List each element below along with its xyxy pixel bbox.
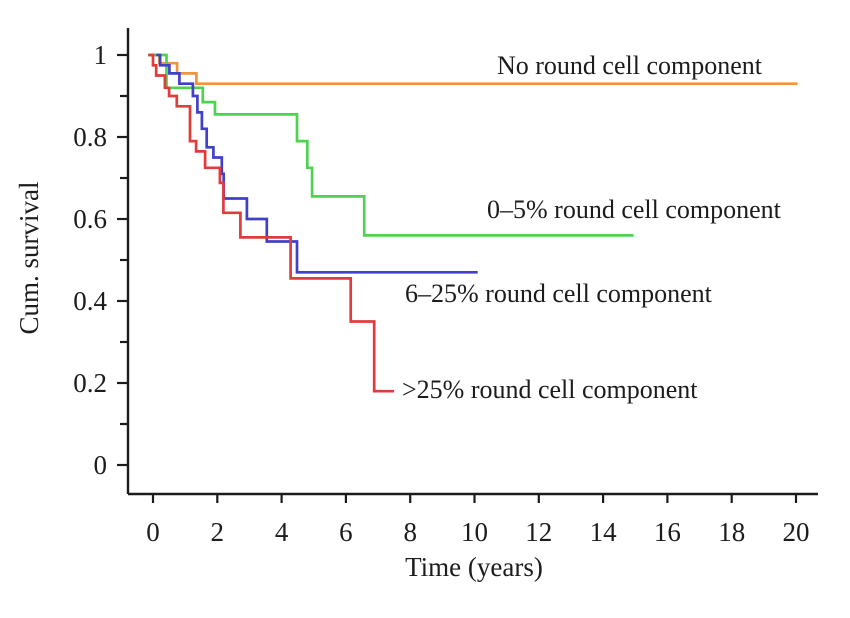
x-tick-label: 18 <box>718 517 745 547</box>
curves-layer <box>148 53 798 393</box>
labels-layer: Time (years) Cum. survival No round cell c… <box>14 51 782 582</box>
x-tick-label: 20 <box>783 517 810 547</box>
y-tick-label: 0.8 <box>73 122 107 152</box>
y-tick-label: 1 <box>94 40 108 70</box>
curve-label-no-round-cell: No round cell component <box>497 51 763 80</box>
x-tick-label: 4 <box>275 517 289 547</box>
curve-label-round-cell-6-25: 6–25% round cell component <box>405 279 713 308</box>
x-tick-label: 10 <box>461 517 488 547</box>
axes-layer <box>126 28 818 496</box>
survival-curve-round-cell-0-5 <box>149 53 634 237</box>
x-tick-label: 16 <box>654 517 681 547</box>
x-tick-label: 8 <box>403 517 417 547</box>
survival-curve-round-cell-6-25 <box>156 53 478 274</box>
x-tick-label: 14 <box>590 517 618 547</box>
y-axis-title: Cum. survival <box>14 182 44 335</box>
curve-label-round-cell-gt25: >25% round cell component <box>402 375 698 404</box>
curve-label-round-cell-0-5: 0–5% round cell component <box>487 195 782 224</box>
y-tick-label: 0.2 <box>73 368 107 398</box>
y-tick-label: 0 <box>94 450 108 480</box>
x-tick-label: 6 <box>339 517 353 547</box>
x-tick-label: 0 <box>146 517 160 547</box>
y-tick-label: 0.6 <box>73 204 107 234</box>
survival-curve-round-cell-gt25 <box>148 53 395 393</box>
y-tick-label: 0.4 <box>73 286 107 316</box>
x-axis-title: Time (years) <box>405 552 543 582</box>
ticks-layer: 0 2 4 6 8 10 12 14 16 18 20 0 0.2 0.4 0.6 0.8 1 <box>73 40 809 547</box>
x-tick-label: 2 <box>211 517 225 547</box>
x-tick-label: 12 <box>525 517 552 547</box>
